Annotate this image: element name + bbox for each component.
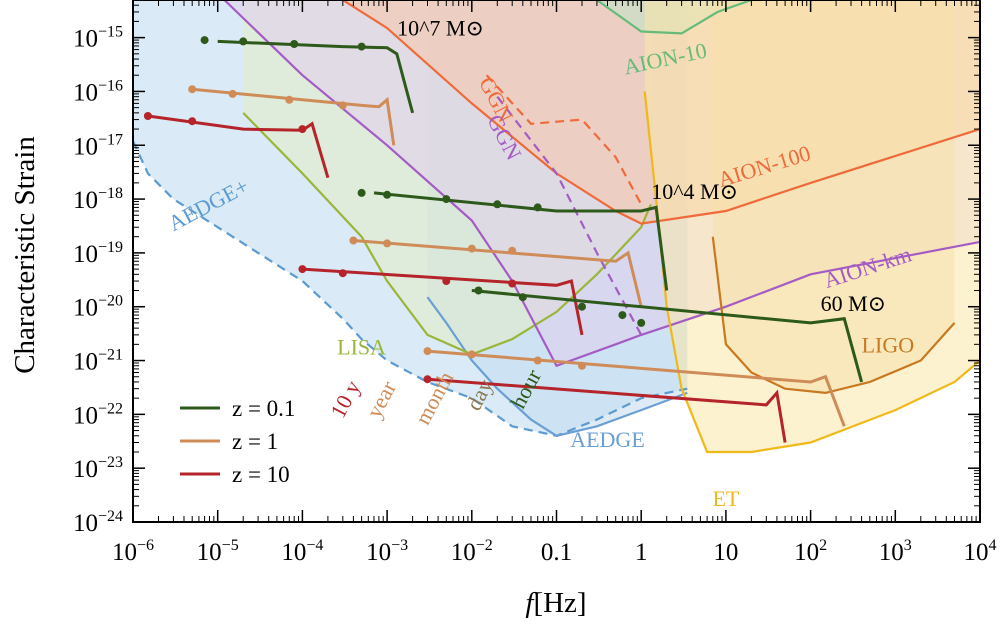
binary-marker-1-2	[285, 95, 294, 104]
binary-marker-3-4	[533, 203, 542, 212]
lisa-label: LISA	[337, 334, 386, 359]
binary-marker-2-1	[188, 117, 197, 126]
binary-marker-3-1	[383, 190, 392, 199]
binary-marker-3-2	[442, 195, 451, 204]
binary-track-6-z0-1	[471, 289, 864, 383]
binary-marker-6-0	[474, 286, 483, 295]
binary-track-7-z1	[427, 349, 846, 427]
x-tick-label: 10−6	[112, 537, 154, 566]
aion-10-curve-5	[596, 0, 752, 35]
ligo-label: LIGO	[862, 333, 915, 358]
legend-label: z = 10	[232, 462, 290, 487]
y-tick-label: 10−15	[73, 24, 123, 53]
binary-marker-6-2	[578, 302, 586, 311]
binary-marker-2-0	[143, 112, 152, 120]
binary-marker-4-3	[508, 246, 517, 255]
binary-marker-3-0	[357, 188, 366, 197]
x-tick-label: 104	[964, 537, 997, 566]
mass-label-0: 10^7 M⊙	[397, 16, 484, 41]
binary-marker-1-0	[188, 85, 197, 94]
x-tick-label: 10−3	[366, 537, 408, 566]
y-tick-label: 10−21	[73, 347, 123, 376]
x-tick-label: 1	[635, 539, 648, 566]
binary-marker-6-3	[618, 311, 627, 320]
legend-label: z = 0.1	[232, 396, 295, 421]
x-tick-label: 0.1	[541, 539, 572, 566]
x-tick-label: 10−5	[197, 537, 239, 566]
binary-marker-0-3	[357, 42, 366, 51]
binary-marker-4-1	[383, 239, 392, 248]
ligo-curve-8	[711, 236, 956, 395]
et-region	[644, 0, 980, 452]
binary-track-5-z10	[302, 267, 584, 336]
y-tick-label: 10−22	[73, 400, 123, 429]
y-tick-label: 10−19	[73, 239, 123, 268]
x-tick-label: 10−4	[281, 537, 323, 566]
y-tick-label: 10−23	[73, 454, 123, 483]
y-axis-title: Characteristic Strain	[9, 136, 41, 374]
x-axis-title: f[Hz]	[525, 587, 586, 619]
binary-marker-7-2	[533, 356, 542, 365]
binary-marker-3-3	[493, 200, 502, 209]
x-tick-label: 103	[879, 537, 912, 566]
aedge-curve-1	[426, 296, 688, 437]
x-tick-label: 10	[713, 539, 738, 566]
y-tick-label: 10−24	[73, 508, 123, 537]
binary-marker-4-2	[467, 244, 476, 253]
binary-marker-2-2	[298, 125, 307, 134]
binary-marker-8-0	[423, 375, 432, 384]
binary-track-0-z0-1	[217, 39, 415, 114]
binary-marker-0-2	[290, 40, 299, 48]
ggn-curve-6	[485, 74, 643, 205]
binary-marker-1-1	[228, 89, 237, 98]
y-tick-label: 10−17	[73, 131, 123, 160]
binary-track-4-z1	[353, 239, 643, 308]
et-label: ET	[712, 486, 739, 511]
binary-marker-7-0	[423, 347, 432, 356]
mass-label-3: 10^4 M⊙	[651, 179, 738, 204]
aedge-label: AEDGE	[570, 427, 645, 452]
binary-marker-7-1	[467, 350, 476, 359]
binary-marker-6-1	[518, 293, 527, 302]
mass-label-6: 60 M⊙	[821, 291, 887, 316]
binary-marker-4-0	[349, 236, 358, 245]
binary-marker-7-3	[578, 361, 586, 370]
binary-marker-1-3	[338, 101, 347, 110]
y-tick-label: 10−18	[73, 185, 123, 214]
x-tick-label: 10−2	[451, 537, 493, 566]
binary-marker-5-0	[298, 265, 307, 274]
y-tick-label: 10−16	[73, 77, 123, 106]
binary-marker-5-3	[508, 279, 517, 288]
binary-marker-0-0	[200, 36, 209, 45]
binary-marker-0-1	[239, 37, 248, 46]
binary-marker-5-1	[338, 269, 347, 278]
aion-km-curve-3	[223, 0, 980, 368]
binary-track-8-z10	[427, 377, 787, 443]
binary-marker-5-2	[442, 277, 451, 285]
legend: z = 0.1 z = 1 z = 10	[180, 396, 295, 487]
aedge-curve-0	[133, 140, 688, 437]
ggn-curve-7	[496, 96, 643, 336]
binary-track-1-z1	[192, 87, 396, 146]
legend-label: z = 1	[232, 429, 278, 454]
x-tick-label: 102	[794, 537, 827, 566]
y-tick-label: 10−20	[73, 293, 123, 322]
binary-marker-6-4	[637, 318, 646, 327]
